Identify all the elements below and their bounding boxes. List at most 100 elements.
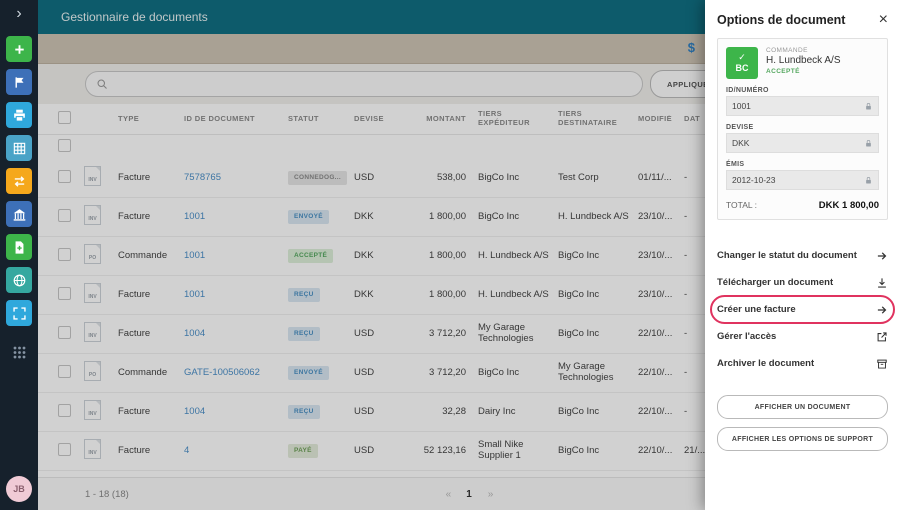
sidebar-item-expand-app[interactable] <box>6 300 32 326</box>
show-support-options-button[interactable]: AFFICHER LES OPTIONS DE SUPPORT <box>717 427 888 451</box>
table-row[interactable]: INV Facture 1001 REÇU DKK 1 800,00 H. Lu… <box>38 276 900 315</box>
document-id-link[interactable]: GATE-100506062 <box>184 367 260 378</box>
select-all-checkbox[interactable] <box>58 111 71 125</box>
document-id-link[interactable]: 7578765 <box>184 172 221 183</box>
sidebar-item-create-document[interactable] <box>6 234 32 260</box>
status-badge: ENVOYÉ <box>288 210 329 224</box>
sidebar-expand-button[interactable]: › <box>0 0 38 28</box>
doc-sender: H. Lundbeck A/S <box>478 289 549 300</box>
show-document-button[interactable]: AFFICHER UN DOCUMENT <box>717 395 888 419</box>
row-checkbox[interactable] <box>58 169 71 183</box>
row-checkbox[interactable] <box>58 247 71 261</box>
panel-action[interactable]: Archiver le document <box>717 350 888 377</box>
doc-receiver: BigCo Inc <box>558 289 600 300</box>
column-header-type: TYPE <box>118 114 140 123</box>
document-summary-card: ✓ BC COMMANDE H. Lundbeck A/S ACCEPTÉ ID… <box>717 38 888 220</box>
table-body: INV Facture 7578765 CONNEDOG... USD 538,… <box>38 135 900 471</box>
panel-fields: ID/NUMÉRO 1001 DEVISE DKK ÉMIS 2012-10-2… <box>726 87 879 190</box>
doc-due: - <box>684 406 688 417</box>
document-id-link[interactable]: 1001 <box>184 289 206 300</box>
group-checkbox[interactable] <box>58 138 71 152</box>
pagination: « 1 » <box>38 489 900 500</box>
field-label: ÉMIS <box>726 161 745 168</box>
row-checkbox[interactable] <box>58 442 71 456</box>
sidebar-item-app-launcher[interactable] <box>6 339 32 365</box>
sidebar-item-exchange[interactable] <box>6 168 32 194</box>
prev-page-icon[interactable]: « <box>445 488 451 500</box>
grid-icon <box>12 141 27 156</box>
sidebar-item-globe[interactable] <box>6 267 32 293</box>
download-icon <box>876 277 888 289</box>
apps-icon <box>12 345 27 360</box>
table-row[interactable]: INV Facture 1004 REÇU USD 32,28 Dairy In… <box>38 393 900 432</box>
table-row[interactable]: INV Facture 7578765 CONNEDOG... USD 538,… <box>38 159 900 198</box>
doc-type: Facture <box>118 289 151 300</box>
table-row[interactable]: PO Commande 1001 ACCEPTÉ DKK 1 800,00 H.… <box>38 237 900 276</box>
table-row[interactable]: INV Facture 1001 ENVOYÉ DKK 1 800,00 Big… <box>38 198 900 237</box>
doc-due: - <box>684 250 688 261</box>
locked-input: 1001 <box>726 96 879 116</box>
total-label: TOTAL : <box>726 200 758 210</box>
sidebar-item-network[interactable] <box>6 201 32 227</box>
next-page-icon[interactable]: » <box>487 488 493 500</box>
field-label: DEVISE <box>726 124 754 131</box>
table-row[interactable]: INV Facture 1004 REÇU USD 3 712,20 My Ga… <box>38 315 900 354</box>
dollar-icon[interactable]: $ <box>687 40 695 55</box>
building-icon <box>12 207 27 222</box>
sidebar-item-document-manager[interactable] <box>6 102 32 128</box>
row-checkbox[interactable] <box>58 325 71 339</box>
document-type-icon: INV <box>84 205 101 226</box>
panel-action[interactable]: Télécharger un document <box>717 269 888 296</box>
document-type-icon: INV <box>84 322 101 343</box>
document-type-icon: INV <box>84 283 101 304</box>
doc-amount: 1 800,00 <box>429 211 466 222</box>
doc-amount: 3 712,20 <box>429 328 466 339</box>
row-checkbox[interactable] <box>58 403 71 417</box>
column-header-modified: MODIFIÉ <box>638 114 673 123</box>
status-badge: ENVOYÉ <box>288 366 329 380</box>
sidebar-item-flag[interactable] <box>6 69 32 95</box>
document-id-link[interactable]: 1004 <box>184 406 206 417</box>
panel-action[interactable]: Changer le statut du document <box>717 242 888 269</box>
pagination-range: 1 - 18 (18) <box>85 488 129 500</box>
table-row[interactable]: INV Facture 4 PAYÉ USD 52 123,16 Small N… <box>38 432 900 471</box>
document-id-link[interactable]: 1001 <box>184 211 206 222</box>
doc-modified: 23/10/... <box>638 289 673 300</box>
document-id-link[interactable]: 1004 <box>184 328 206 339</box>
doc-currency: USD <box>354 406 375 417</box>
doc-type: Facture <box>118 211 151 222</box>
sidebar-item-reports[interactable] <box>6 135 32 161</box>
doc-type: Facture <box>118 328 151 339</box>
doc-modified: 23/10/... <box>638 250 673 261</box>
doc-type-label: COMMANDE <box>766 47 808 54</box>
avatar[interactable]: JB <box>6 476 32 502</box>
archive-icon <box>876 358 888 370</box>
arrow-right-icon <box>876 250 888 262</box>
doc-modified: 23/10/... <box>638 211 673 222</box>
row-checkbox[interactable] <box>58 286 71 300</box>
doc-party: H. Lundbeck A/S <box>766 55 841 66</box>
sidebar: › JB <box>0 0 38 510</box>
row-checkbox[interactable] <box>58 208 71 222</box>
panel-action[interactable]: Créer une facture <box>710 295 895 324</box>
row-checkbox[interactable] <box>58 364 71 378</box>
doc-type: Facture <box>118 445 151 456</box>
panel-title: Options de document <box>717 13 846 27</box>
column-header-sender: TIERS EXPÉDITEUR <box>478 110 530 127</box>
table-row[interactable]: PO Commande GATE-100506062 ENVOYÉ USD 3 … <box>38 354 900 393</box>
column-header-currency: DEVISE <box>354 114 384 123</box>
doc-status: ACCEPTÉ <box>766 68 800 75</box>
sidebar-item-create[interactable] <box>6 36 32 62</box>
panel-action[interactable]: Gérer l'accès <box>717 323 888 350</box>
document-id-link[interactable]: 4 <box>184 445 190 456</box>
doc-modified: 22/10/... <box>638 367 673 378</box>
action-label: Télécharger un document <box>717 277 834 288</box>
column-header-amount: MONTANT <box>426 114 466 123</box>
search-input[interactable] <box>114 77 632 91</box>
close-icon[interactable]: × <box>878 11 888 28</box>
action-label: Gérer l'accès <box>717 331 777 342</box>
document-id-link[interactable]: 1001 <box>184 250 206 261</box>
locked-input: DKK <box>726 133 879 153</box>
action-label: Créer une facture <box>717 304 796 315</box>
doc-due: - <box>684 328 688 339</box>
